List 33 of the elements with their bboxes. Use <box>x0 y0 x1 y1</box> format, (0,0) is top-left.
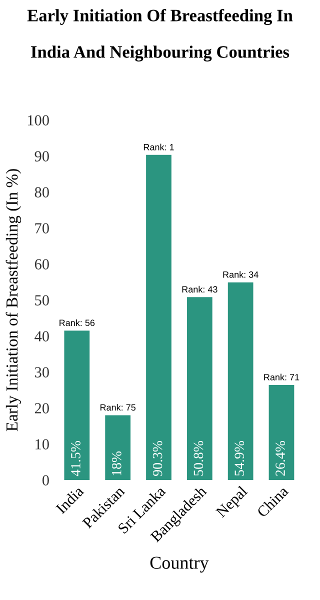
data-label: 18% <box>112 451 122 476</box>
annotation: Rank: 34 <box>223 271 258 278</box>
y-tick-label: 40 <box>34 331 49 342</box>
bar <box>146 154 172 480</box>
bar <box>64 330 90 480</box>
data-label: 41.5% <box>71 441 80 476</box>
annotation: Rank: 43 <box>182 286 218 293</box>
y-tick-label: 80 <box>34 187 49 198</box>
bar <box>268 384 294 480</box>
annotation: Rank: 1 <box>144 144 174 150</box>
annotation: Rank: 56 <box>60 319 95 326</box>
y-tick-label: 100 <box>28 115 49 126</box>
y-tick-label: 90 <box>34 151 49 162</box>
data-label: 50.8% <box>194 441 204 476</box>
annotation: Rank: 71 <box>264 374 300 380</box>
data-label: 90.3% <box>152 441 162 476</box>
y-tick-label: 70 <box>35 223 49 234</box>
y-tick-label: 20 <box>34 403 49 414</box>
data-label: 54.9% <box>234 441 244 476</box>
data-label: 26.4% <box>276 441 286 476</box>
chart-title: Early Initiation Of Breastfeeding In India And Neighbouring Countries <box>27 9 293 62</box>
bar <box>186 297 212 480</box>
y-tick-label: 30 <box>34 367 49 378</box>
annotation: Rank: 75 <box>100 404 136 411</box>
bar <box>228 282 254 480</box>
x-axis-title: Country <box>150 556 209 573</box>
x-tick-label: India <box>55 485 84 514</box>
y-tick-label: 0 <box>42 475 49 486</box>
y-tick-label: 60 <box>34 259 49 270</box>
bar <box>105 415 131 480</box>
y-tick-label: 50 <box>35 295 49 306</box>
y-axis-title: Early Initiation of Breastfeeding (In %) <box>6 169 22 432</box>
y-tick-label: 10 <box>36 439 49 450</box>
